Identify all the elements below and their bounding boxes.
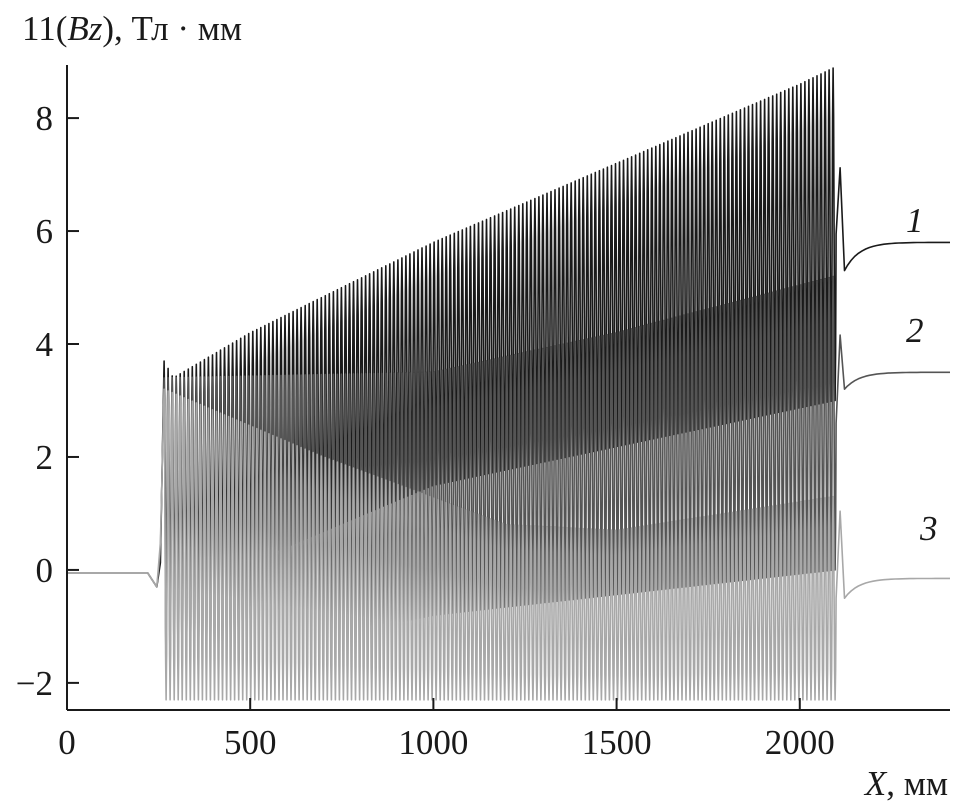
series-3-line — [67, 388, 950, 701]
series-label-1: 1 — [906, 201, 924, 240]
y-tick-label: 2 — [36, 438, 54, 477]
y-tick-label: 0 — [36, 551, 54, 590]
y-tick-label: −2 — [16, 664, 53, 703]
series-layer — [67, 67, 950, 701]
x-tick-label: 1500 — [582, 723, 652, 762]
x-axis-title: X, мм — [863, 764, 948, 803]
y-tick-label: 4 — [36, 325, 54, 364]
series-label-3: 3 — [919, 509, 938, 548]
x-tick-label: 1000 — [398, 723, 468, 762]
x-tick-label: 0 — [58, 723, 76, 762]
y-tick-label: 8 — [36, 99, 54, 138]
series-1-line — [67, 67, 950, 599]
y-axis-title: 11(Bz), Тл · мм — [22, 9, 242, 48]
x-tick-label: 2000 — [765, 723, 835, 762]
x-tick-label: 500 — [224, 723, 277, 762]
series-2-line — [67, 275, 950, 672]
series-label-2: 2 — [906, 311, 924, 350]
y-tick-label: 6 — [36, 212, 54, 251]
